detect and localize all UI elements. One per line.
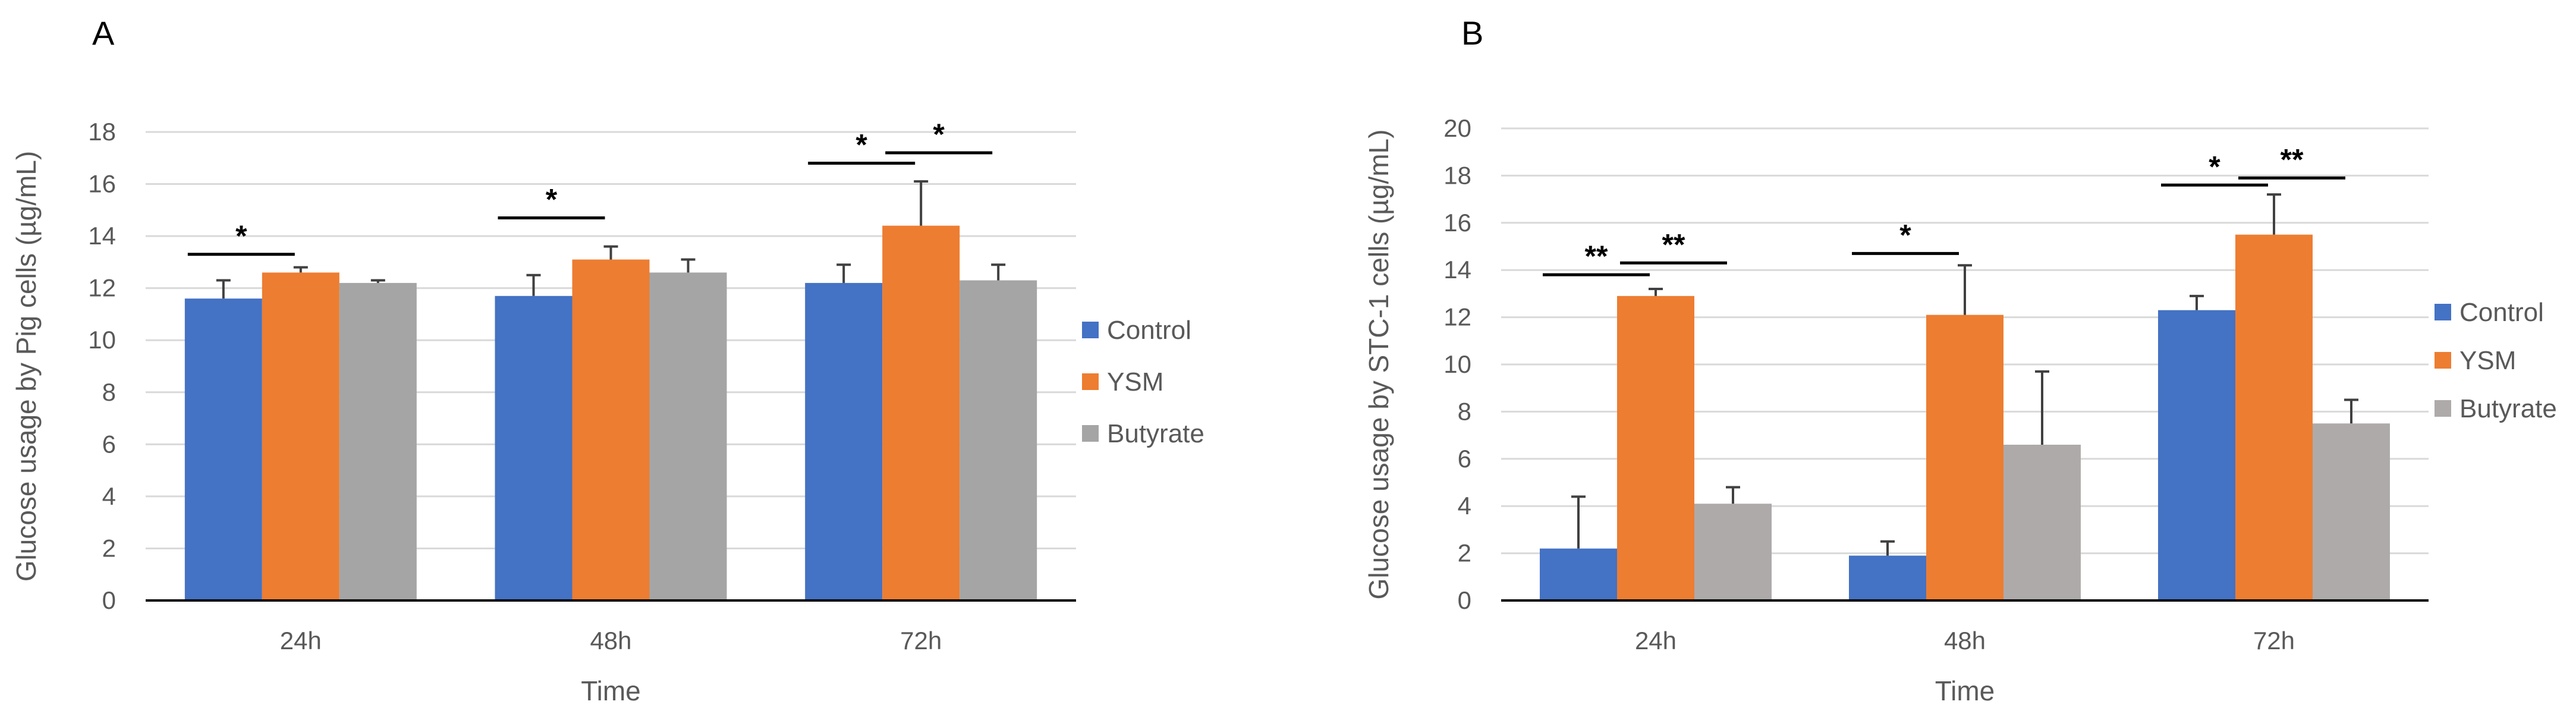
bar-a-butyrate-48h xyxy=(649,272,727,600)
y-tick-label-b-2: 2 xyxy=(1458,539,1471,567)
y-tick-label-b-10: 10 xyxy=(1443,350,1471,378)
y-axis-title-b: Glucose usage by STC-1 cells (µg/mL) xyxy=(1363,130,1394,600)
y-tick-label-b-12: 12 xyxy=(1443,303,1471,331)
x-axis-title-b: Time xyxy=(1935,675,1995,706)
significance-label-b-3: * xyxy=(2209,150,2220,183)
bar-a-control-72h xyxy=(805,282,883,600)
bar-b-control-72h xyxy=(2158,310,2235,600)
legend-swatch-b-control xyxy=(2435,304,2451,320)
bar-b-ysm-24h xyxy=(1617,295,1694,600)
legend-swatch-a-ysm xyxy=(1082,373,1099,390)
significance-label-a-3: * xyxy=(933,118,945,151)
y-tick-label-a-14: 14 xyxy=(88,222,116,250)
legend-swatch-b-butyrate xyxy=(2435,400,2451,417)
bar-a-butyrate-24h xyxy=(339,282,417,600)
x-tick-label-b-72h: 72h xyxy=(2253,627,2295,655)
bar-a-ysm-24h xyxy=(262,272,339,600)
bar-a-ysm-72h xyxy=(882,225,960,601)
bar-a-butyrate-72h xyxy=(960,280,1037,600)
legend-swatch-a-control xyxy=(1082,322,1099,338)
panel-label-a: A xyxy=(92,14,115,52)
x-axis-title-a: Time xyxy=(581,675,641,706)
legend-swatch-a-butyrate xyxy=(1082,425,1099,442)
legend-label-a-control: Control xyxy=(1107,316,1191,345)
legend-label-b-control: Control xyxy=(2459,298,2544,327)
x-tick-label-a-48h: 48h xyxy=(590,627,631,655)
significance-label-a-0: * xyxy=(235,219,247,253)
bar-b-butyrate-24h xyxy=(1694,504,1772,600)
x-tick-label-a-72h: 72h xyxy=(900,627,942,655)
bar-a-control-24h xyxy=(184,298,262,600)
legend-label-b-butyrate: Butyrate xyxy=(2459,394,2557,423)
x-tick-label-b-24h: 24h xyxy=(1635,627,1677,655)
y-tick-label-b-20: 20 xyxy=(1443,114,1471,142)
bar-a-control-48h xyxy=(495,295,573,600)
bar-b-ysm-48h xyxy=(1926,315,2003,600)
y-tick-label-a-18: 18 xyxy=(88,118,116,146)
y-tick-label-a-2: 2 xyxy=(102,534,116,562)
y-tick-label-a-4: 4 xyxy=(102,482,116,510)
bar-a-ysm-48h xyxy=(572,259,650,600)
y-tick-label-a-12: 12 xyxy=(88,274,116,302)
bar-b-control-48h xyxy=(1849,555,1926,600)
y-tick-label-b-8: 8 xyxy=(1458,397,1471,425)
panel-label-b: B xyxy=(1461,14,1483,52)
legend-label-a-ysm: YSM xyxy=(1107,367,1163,397)
significance-label-b-0: ** xyxy=(1585,240,1608,273)
y-tick-label-b-14: 14 xyxy=(1443,256,1471,284)
y-tick-label-b-18: 18 xyxy=(1443,161,1471,189)
legend-label-b-ysm: YSM xyxy=(2459,346,2516,375)
legend-swatch-b-ysm xyxy=(2435,352,2451,369)
bar-b-ysm-72h xyxy=(2235,234,2313,600)
y-axis-title-a: Glucose usage by Pig cells (µg/mL) xyxy=(11,151,42,581)
y-tick-label-a-10: 10 xyxy=(88,326,116,354)
y-tick-label-a-0: 0 xyxy=(102,586,116,614)
y-tick-label-b-4: 4 xyxy=(1458,492,1471,520)
y-tick-label-a-16: 16 xyxy=(88,170,116,198)
bar-b-butyrate-72h xyxy=(2313,423,2390,600)
y-tick-label-a-8: 8 xyxy=(102,378,116,406)
significance-label-b-2: * xyxy=(1899,218,1911,251)
legend-label-a-butyrate: Butyrate xyxy=(1107,419,1204,448)
x-tick-label-b-48h: 48h xyxy=(1944,627,1986,655)
x-tick-label-a-24h: 24h xyxy=(280,627,322,655)
significance-label-b-1: ** xyxy=(1662,228,1685,261)
y-tick-label-b-0: 0 xyxy=(1458,586,1471,614)
bar-b-butyrate-48h xyxy=(2003,444,2081,600)
y-tick-label-b-6: 6 xyxy=(1458,445,1471,473)
significance-label-b-4: ** xyxy=(2281,143,2304,176)
bar-b-control-24h xyxy=(1540,548,1617,600)
y-tick-label-a-6: 6 xyxy=(102,430,116,458)
significance-label-a-1: * xyxy=(546,183,558,216)
y-tick-label-b-16: 16 xyxy=(1443,209,1471,237)
significance-label-a-2: * xyxy=(855,128,867,162)
